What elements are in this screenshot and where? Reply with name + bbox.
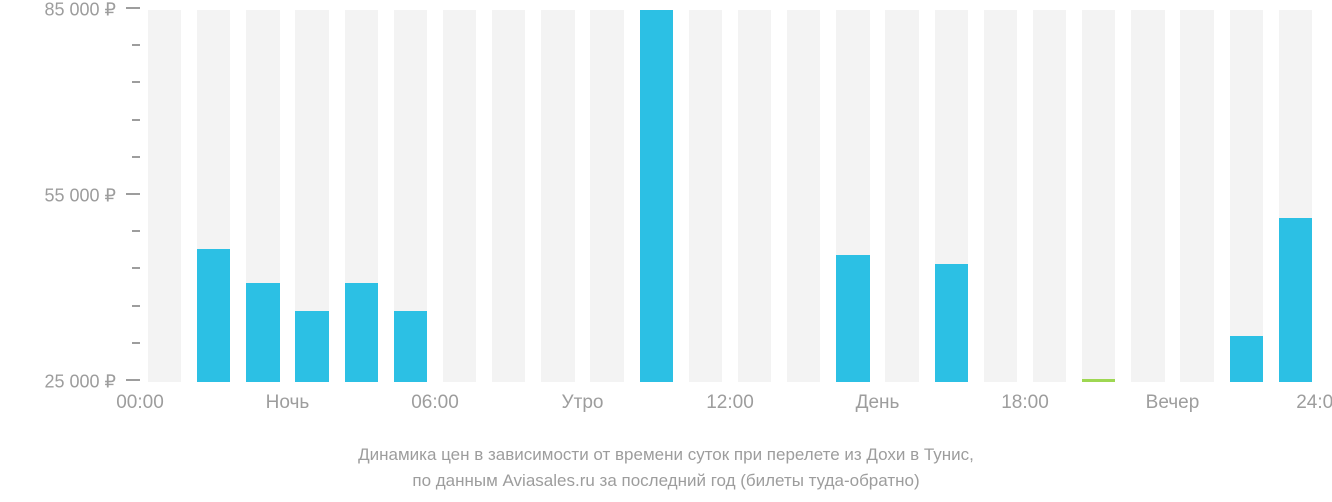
price-bar bbox=[394, 311, 427, 382]
x-axis-label: 12:00 bbox=[706, 382, 754, 414]
y-minor-tick bbox=[132, 230, 140, 232]
bar-background bbox=[689, 10, 722, 382]
bar-background bbox=[1180, 10, 1213, 382]
bar-background bbox=[1230, 10, 1263, 382]
price-bar bbox=[1230, 336, 1263, 383]
bar-background bbox=[443, 10, 476, 382]
y-minor-tick bbox=[132, 44, 140, 46]
y-major-tick bbox=[126, 193, 140, 195]
x-axis-label: Утро bbox=[562, 382, 604, 414]
bar-background bbox=[492, 10, 525, 382]
plot-area: 25 000 ₽55 000 ₽85 000 ₽00:00Ночь06:00Ут… bbox=[140, 10, 1320, 382]
y-axis-label: 55 000 ₽ bbox=[44, 186, 122, 207]
price-bar bbox=[1279, 218, 1312, 382]
caption-line-2: по данным Aviasales.ru за последний год … bbox=[412, 471, 919, 490]
x-axis-label: 06:00 bbox=[411, 382, 459, 414]
price-bar bbox=[836, 255, 869, 382]
bar-background bbox=[984, 10, 1017, 382]
y-axis-label: 25 000 ₽ bbox=[44, 372, 122, 393]
y-minor-tick bbox=[132, 119, 140, 121]
x-axis-label: Ночь bbox=[266, 382, 310, 414]
bar-background bbox=[541, 10, 574, 382]
y-minor-tick bbox=[132, 305, 140, 307]
price-bar bbox=[1082, 379, 1115, 382]
price-bar bbox=[935, 264, 968, 382]
x-axis-label: Вечер bbox=[1146, 382, 1200, 414]
x-axis-label: 00:00 bbox=[116, 382, 164, 414]
y-minor-tick bbox=[132, 267, 140, 269]
bar-background bbox=[1033, 10, 1066, 382]
x-axis-label: 24:00 bbox=[1296, 382, 1332, 414]
bar-background bbox=[590, 10, 623, 382]
price-bar bbox=[295, 311, 328, 382]
y-minor-tick bbox=[132, 156, 140, 158]
bar-background bbox=[885, 10, 918, 382]
y-minor-tick bbox=[132, 342, 140, 344]
bar-background bbox=[787, 10, 820, 382]
y-major-tick bbox=[126, 7, 140, 9]
price-bar bbox=[246, 283, 279, 382]
price-bar bbox=[197, 249, 230, 382]
chart-caption: Динамика цен в зависимости от времени су… bbox=[0, 442, 1332, 493]
price-bar bbox=[640, 10, 673, 382]
bar-background bbox=[148, 10, 181, 382]
bar-background bbox=[1131, 10, 1164, 382]
y-axis-label: 85 000 ₽ bbox=[44, 0, 122, 21]
price-bar bbox=[345, 283, 378, 382]
bar-background bbox=[1082, 10, 1115, 382]
y-major-tick bbox=[126, 379, 140, 381]
y-minor-tick bbox=[132, 81, 140, 83]
caption-line-1: Динамика цен в зависимости от времени су… bbox=[358, 445, 974, 464]
x-axis-label: День bbox=[856, 382, 900, 414]
x-axis-label: 18:00 bbox=[1001, 382, 1049, 414]
price-by-hour-chart: 25 000 ₽ 55 000 ₽ 85 000 ₽ 00:00 Ночь 06:00 Ут… bbox=[0, 0, 1332, 502]
bar-background bbox=[738, 10, 771, 382]
